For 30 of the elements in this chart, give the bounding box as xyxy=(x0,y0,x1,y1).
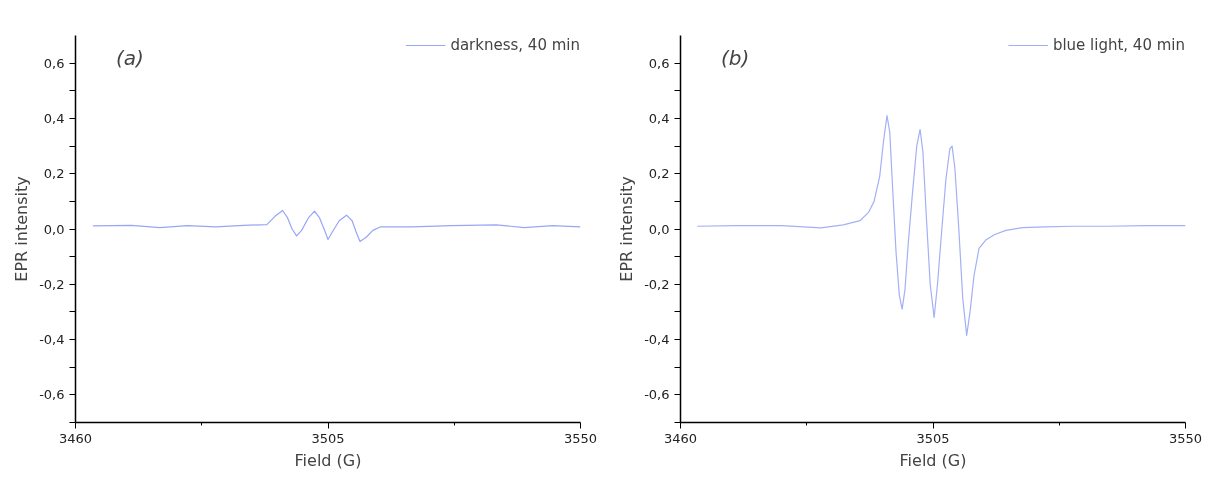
y-tick-label: -0,6 xyxy=(644,387,670,403)
y-tick-label: -0,4 xyxy=(644,332,670,348)
y-tick-label: 0,6 xyxy=(43,55,65,71)
x-tick-label: 3505 xyxy=(311,430,345,446)
x-tick-label: 3460 xyxy=(663,430,698,446)
x-tick-label: 3460 xyxy=(58,430,93,446)
x-axis-title: Field (G) xyxy=(899,450,967,470)
x-tick-label: 3505 xyxy=(916,430,950,446)
y-tick-label: 0,4 xyxy=(648,110,670,126)
x-axis-title: Field (G) xyxy=(294,450,362,470)
y-tick-label: 0,2 xyxy=(648,166,670,182)
annotation: (b) xyxy=(720,46,750,71)
legend-label: blue light, 40 min xyxy=(1052,36,1185,54)
legend-label: darkness, 40 min xyxy=(450,36,580,54)
y-tick-label: -0,2 xyxy=(39,276,65,292)
line-series xyxy=(92,209,581,243)
y-tick-label: -0,4 xyxy=(39,332,65,348)
y-axis-title: EPR intensity xyxy=(12,176,32,282)
x-tick-label: 3550 xyxy=(563,430,598,446)
y-tick-label: 0,0 xyxy=(648,221,670,237)
y-axis-title: EPR intensity xyxy=(617,176,637,282)
y-tick-label: 0,2 xyxy=(43,166,65,182)
y-tick-label: 0,6 xyxy=(648,55,670,71)
annotation: (a) xyxy=(115,46,144,71)
line-series xyxy=(696,115,1186,337)
y-tick-label: -0,2 xyxy=(644,276,670,292)
y-tick-label: 0,4 xyxy=(43,110,65,126)
x-tick-label: 3550 xyxy=(1168,430,1203,446)
y-tick-label: 0,0 xyxy=(43,221,65,237)
y-tick-label: -0,6 xyxy=(39,387,65,403)
